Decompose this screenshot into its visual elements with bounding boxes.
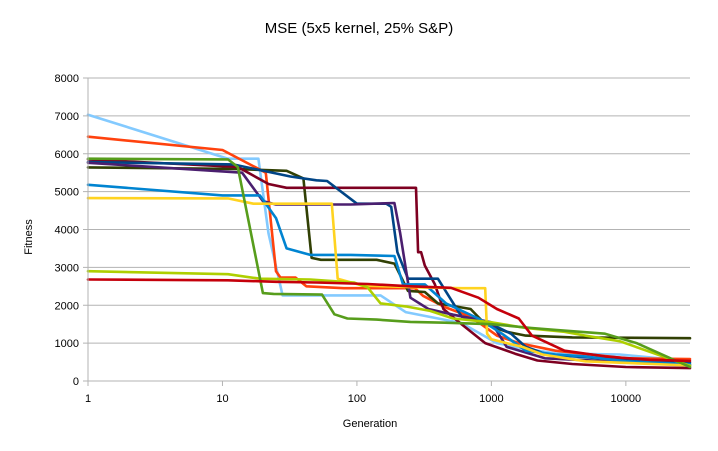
- y-tick-label: 3000: [55, 262, 79, 274]
- y-tick-label: 4000: [55, 225, 79, 237]
- y-tick-label: 7000: [55, 111, 79, 123]
- x-tick-label: 10000: [611, 393, 642, 405]
- y-tick-label: 8000: [55, 73, 79, 85]
- y-axis-title: Fitness: [23, 219, 35, 255]
- series-line: [86, 196, 692, 367]
- series-line: [86, 157, 692, 369]
- x-axis-title: Generation: [343, 418, 397, 430]
- y-tick-label: 0: [73, 376, 79, 388]
- x-tick-label: 1000: [479, 393, 503, 405]
- x-tick-label: 100: [348, 393, 366, 405]
- y-tick-label: 6000: [55, 149, 79, 161]
- chart-title: MSE (5x5 kernel, 25% S&P): [265, 20, 453, 37]
- series-line: [86, 269, 692, 368]
- x-tick-label: 1: [85, 393, 91, 405]
- x-tick-label: 10: [216, 393, 228, 405]
- series-line: [86, 166, 692, 340]
- y-tick-label: 5000: [55, 187, 79, 199]
- series-line: [86, 158, 692, 370]
- x-tick-labels: 1 10 100 1000 10000: [85, 393, 641, 405]
- series-line: [86, 278, 692, 363]
- y-tick-label: 1000: [55, 338, 79, 350]
- series-group: [86, 113, 692, 370]
- series-line: [86, 183, 692, 366]
- y-tick-label: 2000: [55, 300, 79, 312]
- y-tick-labels: 0 1000 2000 3000 4000 5000 6000 7000 8000: [55, 73, 79, 388]
- axes: [83, 77, 690, 386]
